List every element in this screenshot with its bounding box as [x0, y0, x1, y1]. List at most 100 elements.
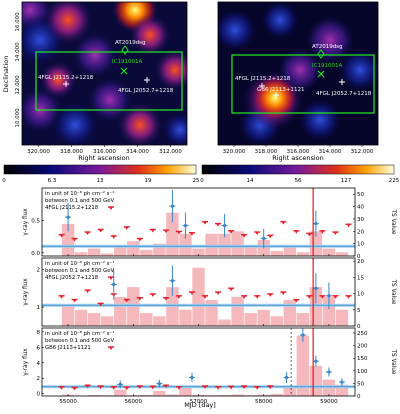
y2-axis-label: TS Value [390, 209, 396, 235]
panel-annotation-line: between 0.1 and 500 GeV [45, 268, 115, 274]
panel-annotation-line: between 0.1 and 500 GeV [45, 338, 115, 344]
upper-limit-arrow [151, 386, 155, 390]
left-src2-marker-icon [144, 77, 150, 83]
upper-limit-arrow [203, 222, 207, 225]
upper-limit-arrow [242, 386, 246, 389]
colorbar-tick-label: 13 [97, 178, 104, 184]
ts-bar [296, 335, 310, 396]
left-ic-marker-icon [120, 67, 128, 75]
ts-bar [153, 390, 166, 396]
upper-limit-arrow [99, 303, 103, 307]
y-tick-label: 0.5 [31, 218, 40, 224]
y-axis-label: γ-ray flux [23, 278, 29, 306]
upper-limit-arrow [138, 239, 142, 242]
lc-panel-3: 0 2 4 6 8 0 50 100 150 200 250 55000 56000 57000 58000… [23, 327, 396, 405]
colorbar-tick-label: 6.3 [48, 178, 57, 184]
map-ytick-label: 12.000 [15, 75, 21, 95]
ts-bar [74, 252, 88, 256]
upper-limit-arrow [320, 296, 324, 299]
ts-bar [166, 394, 179, 396]
right-ic-label: IC191001A [312, 63, 342, 69]
y2-axis-label: TS Value [390, 279, 396, 305]
detection-point [284, 375, 289, 380]
panel-annotation-line: GB6 J2113+1121 [45, 345, 91, 351]
upper-limit-arrow [177, 296, 181, 299]
upper-limit-arrow [229, 231, 233, 234]
ts-bar [87, 248, 101, 256]
upper-limit-arrow [294, 231, 298, 234]
upper-limit-arrow [242, 235, 246, 238]
right-src2-marker-icon [339, 79, 345, 85]
map-xtick-label: 316.000 [287, 149, 310, 155]
detection-point [190, 375, 194, 380]
ts-bar [218, 394, 231, 396]
y2-tick-label: 150 [357, 356, 368, 362]
ts-bar [270, 251, 283, 256]
ts-bar [231, 394, 244, 396]
detection-point [183, 223, 188, 228]
right-src1-marker-icon [259, 83, 265, 89]
panel-annotation-line: in unit of 10⁻⁸ ph cm⁻² s⁻¹ [45, 190, 114, 197]
detection-point [314, 286, 318, 290]
y2-tick-label: 0 [357, 394, 361, 400]
y2-tick-label: 50 [357, 192, 364, 198]
ts-bar [101, 253, 114, 256]
ts-bar [231, 231, 244, 256]
left-map-xticks: 320.000 318.000 316.000 314.000 312.000 [27, 145, 182, 155]
ts-bar [127, 241, 140, 256]
upper-limit-arrow [177, 387, 181, 390]
upper-limit-arrow [138, 298, 142, 301]
x-tick-label: 57000 [190, 399, 208, 405]
upper-limit-arrow [307, 233, 311, 237]
ts-bar [153, 316, 166, 326]
right-at-label: AT2019dsg [312, 44, 343, 50]
right-map-heat [218, 2, 378, 145]
left-map-yticks: 16.000 14.000 12.000 10.000 [15, 12, 21, 128]
y2-tick-label: 5 [357, 308, 361, 314]
ts-bar [114, 296, 127, 326]
ts-bar [270, 316, 283, 326]
panel-annotation-line: between 0.1 and 500 GeV [45, 198, 115, 204]
legend-upper-limit-arrow [109, 207, 113, 210]
map-xtick-label: 320.000 [223, 149, 246, 155]
lc-xlabel: MJD [day] [184, 401, 216, 409]
y-tick-label: 8 [37, 330, 41, 336]
detection-point [157, 382, 161, 386]
y-axis-label: γ-ray flux [23, 208, 29, 236]
map-xtick-label: 318.000 [60, 149, 83, 155]
ts-bar [244, 246, 257, 256]
ts-bar [244, 313, 257, 326]
ts-bar [270, 393, 283, 396]
upper-limit-arrow [99, 229, 103, 233]
upper-limit-arrow [164, 230, 168, 234]
y-tick-label: 4 [37, 361, 41, 367]
colorbar-tick-label: 127 [341, 178, 352, 184]
colorbar-tick-label: 225 [389, 178, 400, 184]
y2-tick-label: 250 [357, 331, 368, 337]
left-colorbar [3, 164, 197, 175]
panel-annotation-line: 4FGL J2052.7+1218 [45, 275, 99, 281]
y2-tick-label: 30 [357, 217, 364, 223]
right-src2-label: 4FGL J2052.7+1218 [316, 91, 372, 97]
left-map: AT2019dsg IC191001A 4FGL J2115.2+1218 4F… [2, 1, 200, 184]
detection-point [170, 204, 175, 208]
ts-bar [61, 306, 75, 326]
ts-bar [335, 252, 349, 256]
map-xtick-label: 318.000 [255, 149, 278, 155]
upper-limit-arrow [320, 231, 324, 234]
ts-bar [283, 387, 296, 396]
left-at-marker-icon [121, 45, 129, 55]
upper-limit-arrow [294, 300, 298, 303]
map-xtick-label: 316.000 [93, 149, 116, 155]
upper-limit-arrow [112, 236, 116, 239]
map-xtick-label: 320.000 [27, 149, 50, 155]
left-ic-label: IC191001A [112, 59, 142, 65]
ts-bar [101, 316, 114, 326]
map-ytick-label: 10.000 [15, 108, 21, 128]
upper-limit-arrow [333, 296, 338, 299]
upper-limit-arrow [255, 296, 259, 299]
upper-limit-arrow [138, 386, 142, 389]
y2-tick-label: 0 [357, 324, 361, 330]
